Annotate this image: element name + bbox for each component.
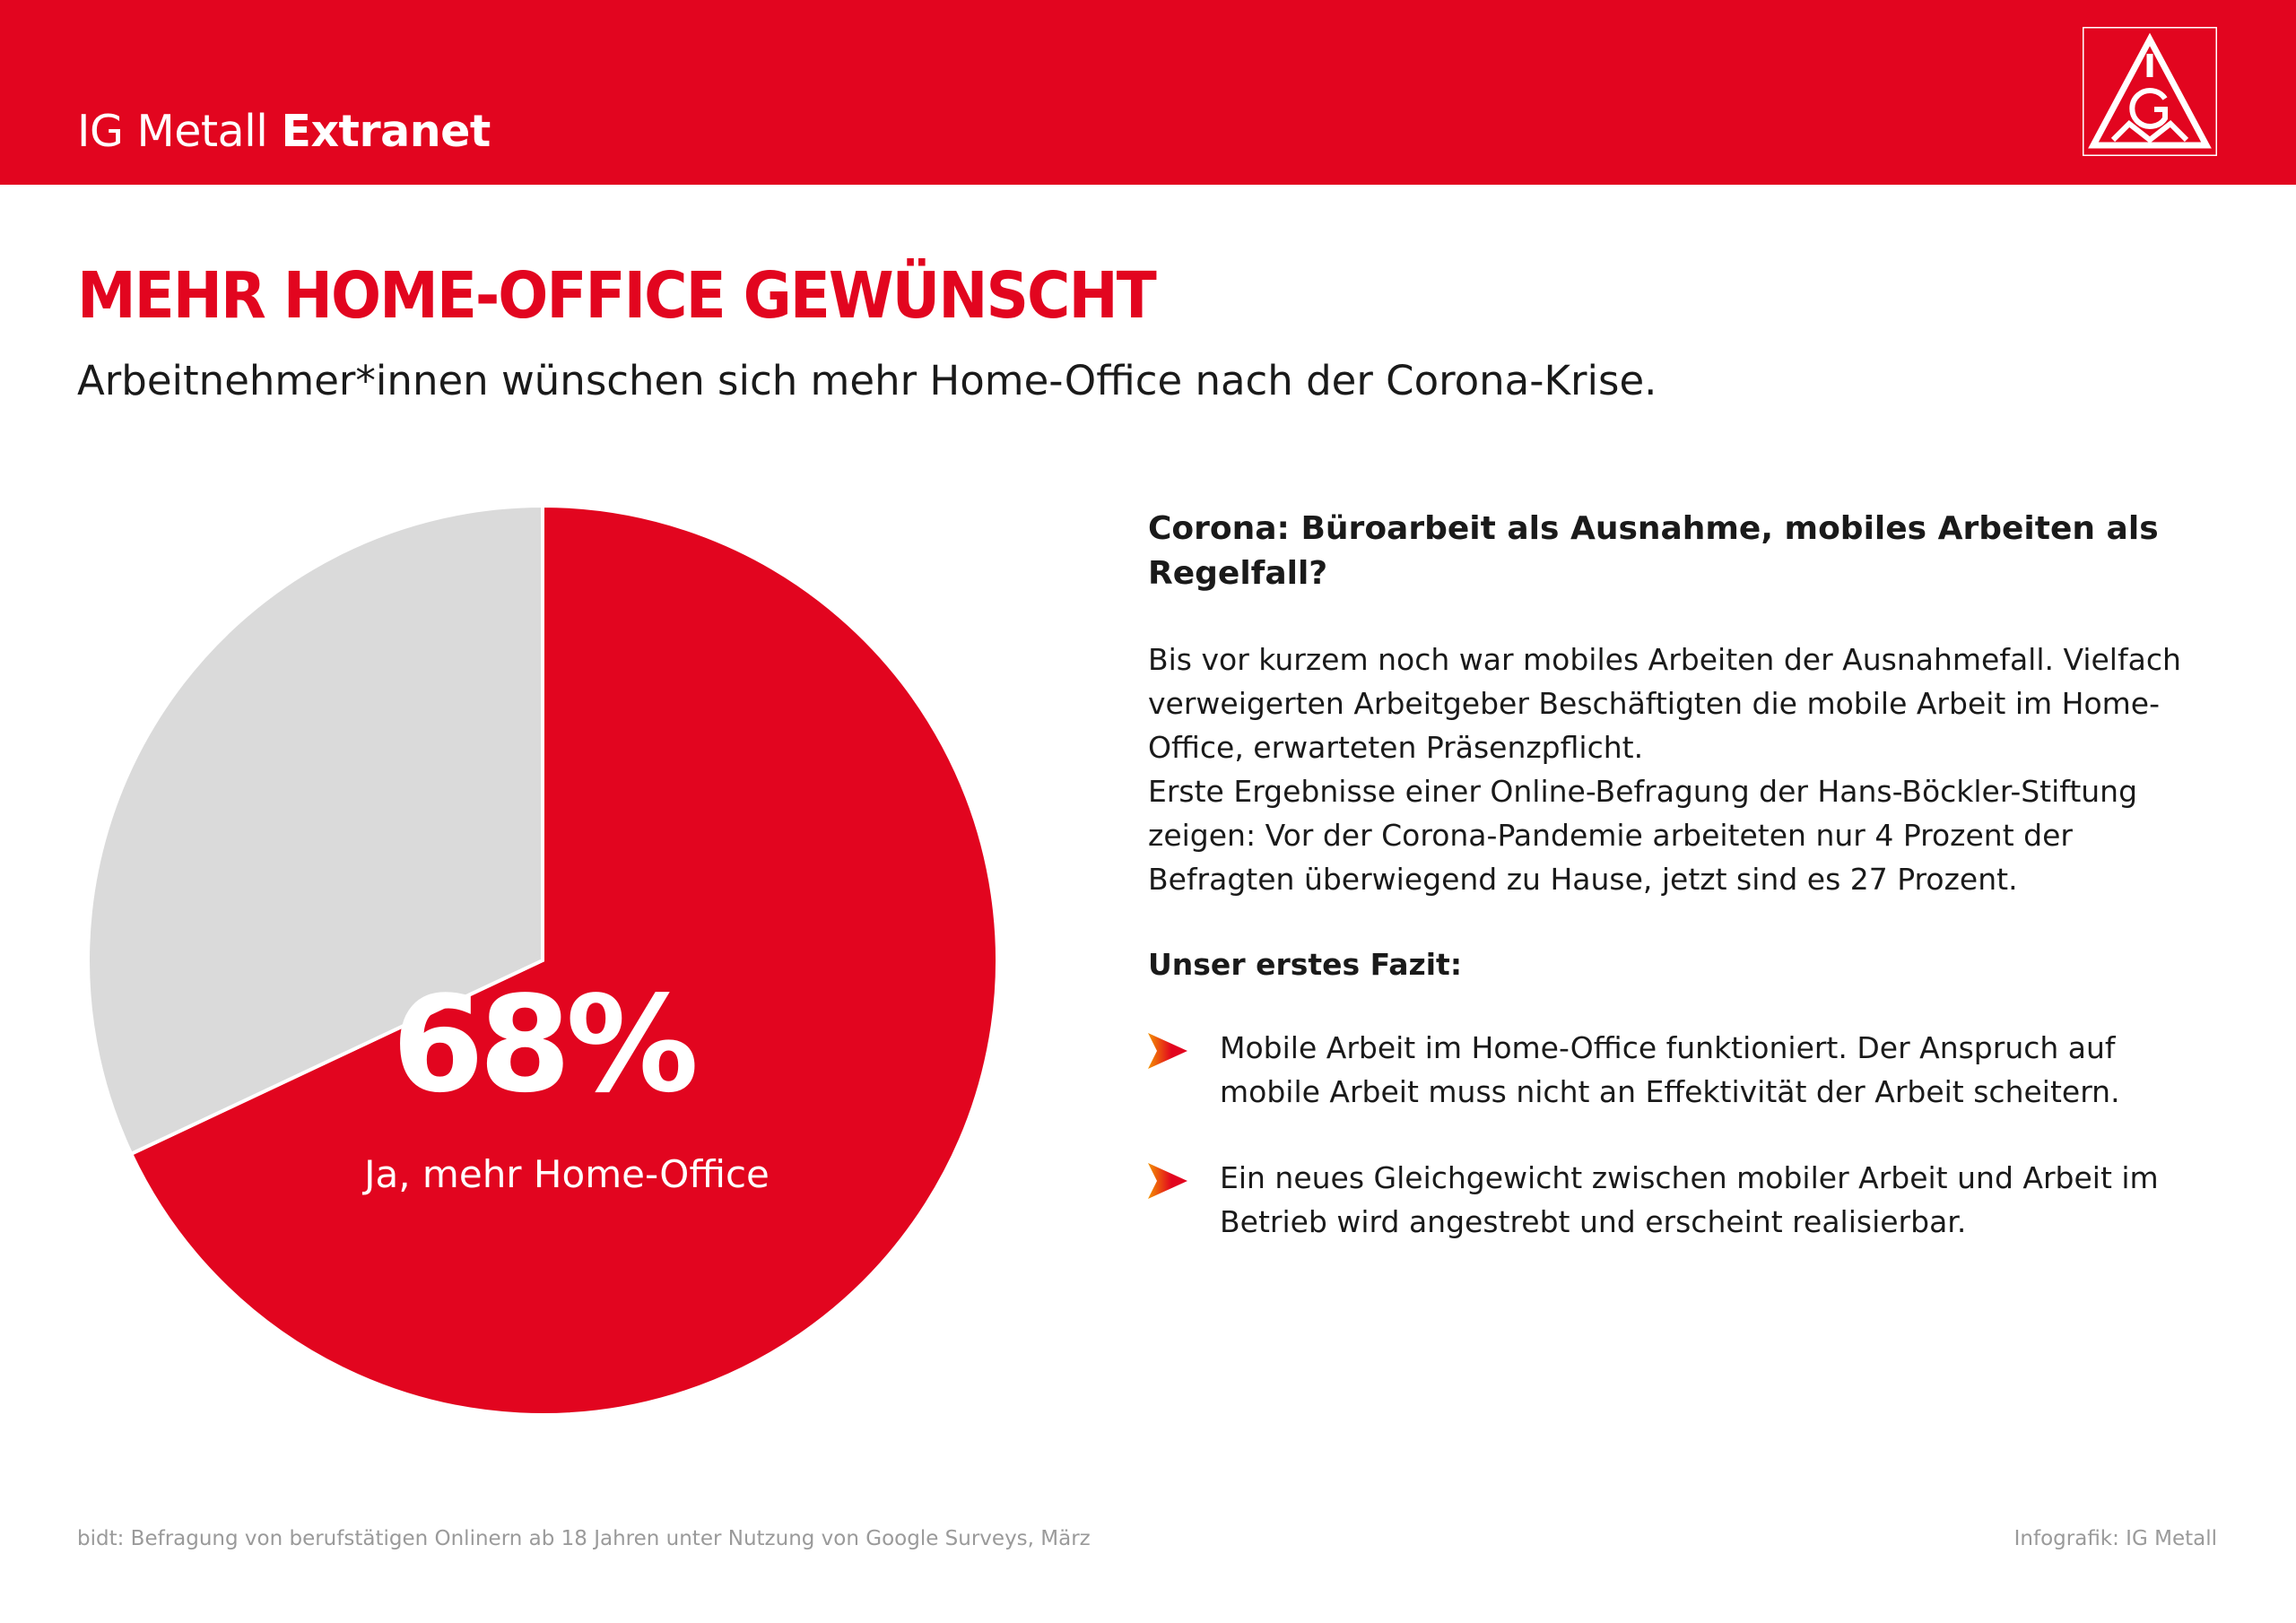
fazit-item-text: Mobile Arbeit im Home-Office funktionier…	[1220, 1030, 2120, 1109]
pie-chart: 68% Ja, mehr Home-Office	[81, 499, 1004, 1422]
fazit-item: Ein neues Gleichgewicht zwischen mobiler…	[1148, 1156, 2224, 1244]
article-body: Bis vor kurzem noch war mobiles Arbeiten…	[1148, 638, 2224, 901]
fazit-item: Mobile Arbeit im Home-Office funktionier…	[1148, 1026, 2224, 1114]
pie-chart-svg: 68% Ja, mehr Home-Office	[86, 503, 999, 1417]
pie-slice-0	[128, 503, 999, 1417]
page-title: MEHR HOME-OFFICE GEWÜNSCHT	[77, 258, 1157, 334]
brand-title: IG Metall Extranet	[77, 106, 491, 157]
article-heading: Corona: Büroarbeit als Ausnahme, mobiles…	[1148, 510, 2159, 592]
article-paragraph: Bis vor kurzem noch war mobiles Arbeiten…	[1148, 642, 2181, 765]
fazit-item-text: Ein neues Gleichgewicht zwischen mobiler…	[1220, 1160, 2159, 1239]
fazit-list: Mobile Arbeit im Home-Office funktionier…	[1148, 1026, 2224, 1244]
page-subtitle: Arbeitnehmer*innen wünschen sich mehr Ho…	[77, 357, 1657, 404]
arrow-bullet-icon	[1148, 1163, 1187, 1199]
pie-slice-1	[86, 503, 544, 1157]
pie-slice-label: Ja, mehr Home-Office	[361, 1152, 770, 1196]
arrow-bullet-icon	[1148, 1033, 1187, 1069]
brand-section: Extranet	[281, 106, 491, 157]
article-column: Corona: Büroarbeit als Ausnahme, mobiles…	[1148, 507, 2224, 1286]
header-bar: IG Metall Extranet	[0, 0, 2296, 185]
infographic-credit: Infografik: IG Metall	[2013, 1527, 2217, 1550]
ig-metall-logo-icon	[2083, 27, 2217, 156]
pie-value-label: 68%	[392, 968, 695, 1122]
source-note: bidt: Befragung von berufstätigen Online…	[77, 1527, 1091, 1550]
article-paragraph: Erste Ergebnisse einer Online-Befragung …	[1148, 774, 2138, 897]
fazit-label: Unser erstes Fazit:	[1148, 947, 1463, 982]
brand-name: IG Metall	[77, 106, 268, 157]
